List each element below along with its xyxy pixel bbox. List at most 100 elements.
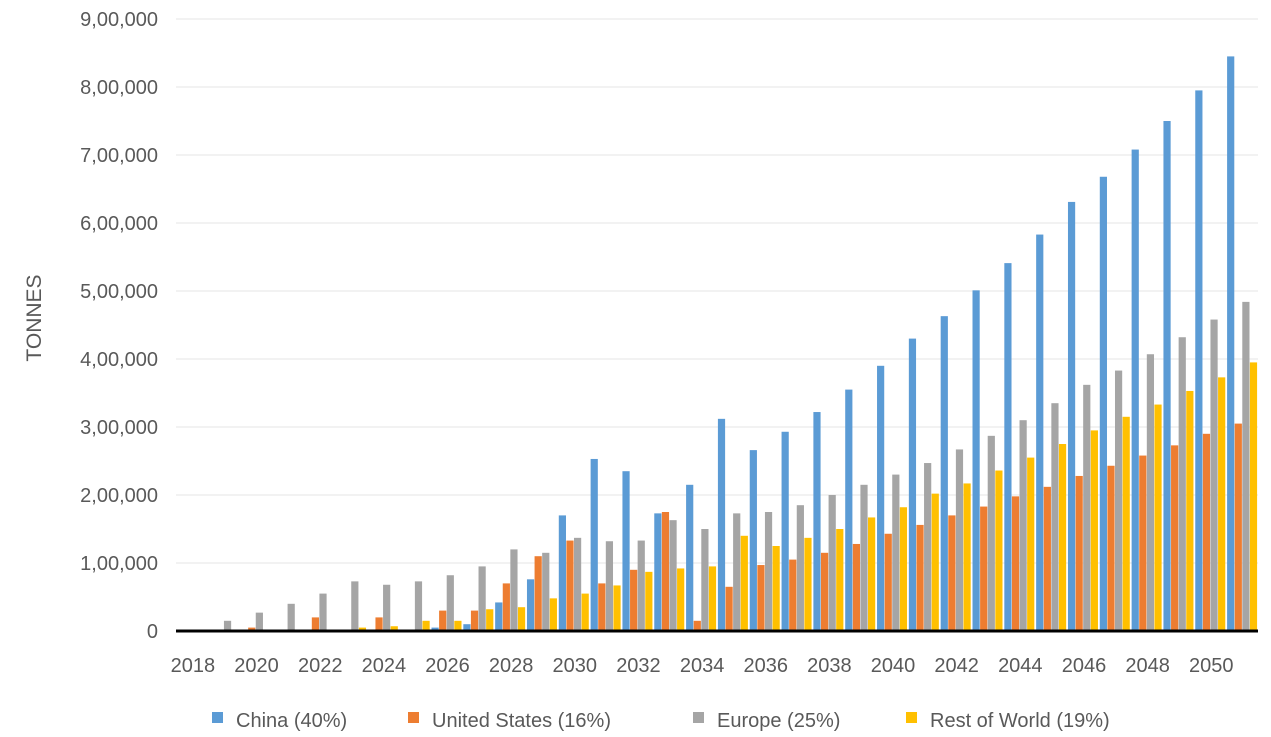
bar [622,471,630,631]
bar [845,389,853,631]
bar [1019,420,1027,631]
bar [789,559,797,631]
y-tick-label: 6,00,000 [80,213,158,235]
gridlines [176,18,1258,564]
bar [852,543,861,631]
x-tick-label: 2046 [1062,655,1107,677]
bar [463,624,471,631]
legend-label: Europe (25%) [717,710,840,732]
x-tick-label: 2032 [616,655,661,677]
bar [287,603,295,631]
bar [1051,403,1059,631]
bar [470,610,479,631]
bar [877,365,885,631]
bar [1067,201,1076,632]
bar [542,552,550,631]
bar [605,541,614,631]
y-axis-tick-labels: 0 1,00,000 2,00,000 3,00,000 4,00,000 5,00,00… [80,9,158,643]
bar [828,495,836,631]
bar [358,627,367,631]
bar [1058,444,1067,631]
bar [804,537,812,631]
bar [375,617,383,631]
bar [1227,56,1235,631]
bar [590,458,598,631]
y-tick-label: 0 [147,621,158,643]
bar [892,474,900,631]
legend-label: China (40%) [236,710,347,732]
x-tick-label: 2044 [998,655,1043,677]
bar [1099,176,1107,631]
bar [526,579,535,631]
bar [1043,486,1051,631]
bar [390,626,398,631]
y-tick-label: 2,00,000 [80,485,158,507]
bar [566,540,574,631]
bar [1210,319,1218,631]
legend-swatch [212,712,223,723]
bar [1139,455,1147,631]
bar [637,540,645,631]
bar [1036,234,1044,631]
bar [422,620,430,631]
bar [1011,496,1020,631]
bar [573,537,582,631]
bars [223,56,1258,632]
bar [1154,404,1162,631]
bar [439,610,447,631]
bar [940,316,948,631]
bar [613,585,621,631]
y-tick-label: 9,00,000 [80,9,158,31]
legend-swatch [693,712,704,723]
x-tick-label: 2022 [298,655,343,677]
bar [995,470,1003,631]
bar [1163,121,1171,631]
bar [948,515,956,631]
x-tick-label: 2018 [171,655,216,677]
bar [987,435,995,631]
x-tick-label: 2042 [934,655,979,677]
bar [1178,337,1186,631]
bar [454,620,462,631]
legend-swatch [408,712,419,723]
legend-label: United States (16%) [432,710,611,732]
bar [431,627,439,631]
x-tick-label: 2036 [743,655,788,677]
bar [495,602,503,631]
bar [972,290,980,631]
bar [319,593,327,631]
bar [693,620,701,631]
bar [669,520,677,631]
bar [223,620,232,631]
bar [781,431,789,631]
x-tick-label: 2028 [489,655,534,677]
bar [645,571,653,631]
bar [963,483,971,631]
bar [836,529,844,631]
bar [717,418,726,631]
bar [1027,457,1035,631]
bar [1131,149,1139,631]
bar [414,581,423,631]
bar [820,552,829,631]
bar [654,513,662,631]
bar [1090,430,1098,631]
bar [908,338,917,631]
bar [1249,362,1258,631]
bar [708,566,717,631]
bar [383,584,391,631]
bar [661,512,670,631]
legend-swatch [906,712,917,723]
bar [701,529,709,631]
y-tick-label: 8,00,000 [80,77,158,99]
bar [1195,90,1203,631]
x-tick-label: 2048 [1125,655,1170,677]
bar [534,556,542,631]
y-tick-label: 3,00,000 [80,417,158,439]
bar [1146,354,1155,631]
bar [796,505,804,631]
y-tick-label: 1,00,000 [80,553,158,575]
bar [980,506,988,631]
bar [1114,370,1123,631]
